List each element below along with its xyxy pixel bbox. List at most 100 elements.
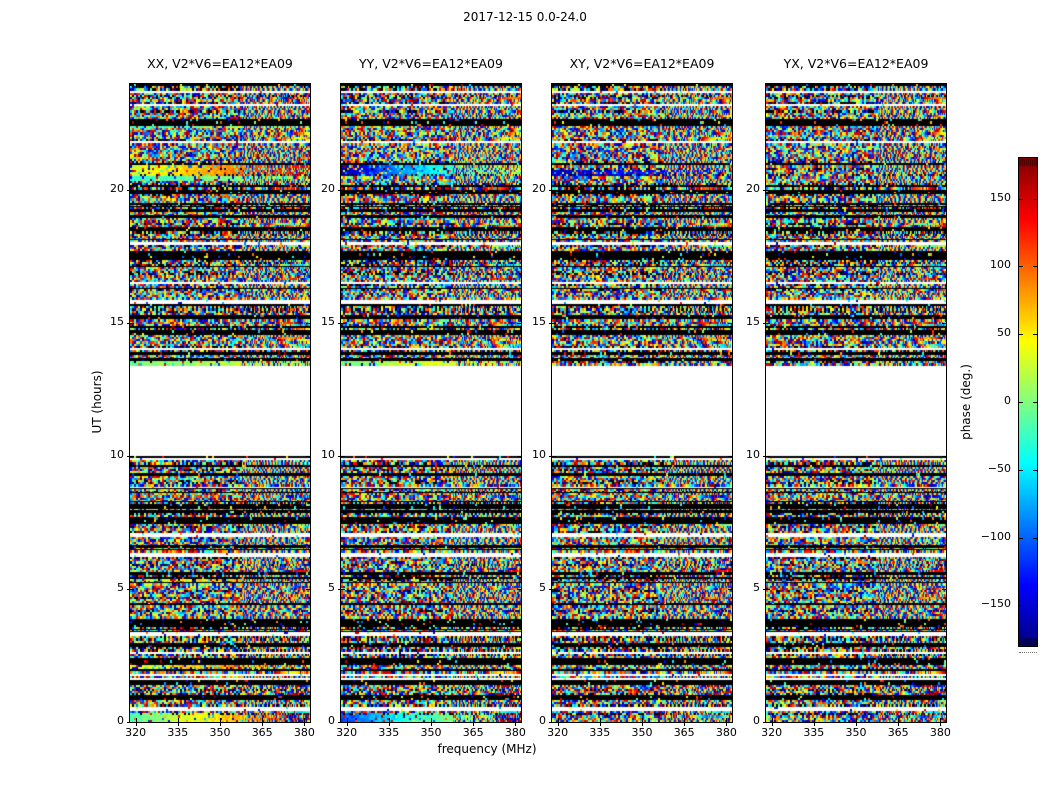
x-tick-label: 335 <box>167 726 189 739</box>
panel-title-xy: XY, V2*V6=EA12*EA09 <box>569 56 715 71</box>
x-tick-label: 350 <box>420 726 442 739</box>
x-tick-label: 335 <box>378 726 400 739</box>
y-tick-mark-right <box>517 456 521 458</box>
y-tick-mark-right <box>942 323 946 325</box>
y-tick-mark-right <box>728 456 732 458</box>
colorbar-tick-label: 0 <box>1004 394 1011 407</box>
x-tick-label: 365 <box>462 726 484 739</box>
y-tick-label: 20 <box>321 182 335 196</box>
x-tick-label: 320 <box>761 726 783 739</box>
x-tick-label: 380 <box>504 726 526 739</box>
y-tick-mark <box>127 323 134 325</box>
y-tick-mark <box>549 190 556 192</box>
x-tick-mark <box>515 718 517 726</box>
y-tick-mark <box>763 190 770 192</box>
x-tick-mark-top <box>177 84 179 88</box>
x-tick-mark-top <box>515 84 517 88</box>
x-tick-mark-top <box>684 84 686 88</box>
y-tick-label: 10 <box>746 448 760 462</box>
y-tick-mark-right <box>728 190 732 192</box>
y-tick-mark <box>549 323 556 325</box>
y-tick-label: 10 <box>110 448 124 462</box>
y-tick-label: 0 <box>117 714 124 727</box>
y-tick-label: 20 <box>110 182 124 196</box>
y-tick-label: 0 <box>753 714 760 727</box>
x-tick-mark <box>304 718 306 726</box>
colorbar-tick-mark <box>1019 334 1023 336</box>
colorbar-tick-mark <box>1019 605 1023 607</box>
x-tick-mark <box>599 718 601 726</box>
x-tick-mark <box>771 718 773 726</box>
x-tick-mark-top <box>388 84 390 88</box>
x-tick-mark <box>940 718 942 726</box>
heatmap-panel-yx <box>765 83 947 723</box>
colorbar-tick-label: 50 <box>997 326 1011 340</box>
x-tick-label: 320 <box>125 726 147 739</box>
y-tick-mark <box>549 456 556 458</box>
x-tick-mark <box>813 718 815 726</box>
x-tick-mark <box>557 718 559 726</box>
y-tick-mark-right <box>728 722 732 723</box>
colorbar-tick-mark-right <box>1033 266 1037 268</box>
x-tick-mark-top <box>346 84 348 88</box>
y-tick-mark <box>549 722 556 723</box>
panel-title-xx: XX, V2*V6=EA12*EA09 <box>147 56 293 71</box>
y-tick-mark <box>338 589 345 591</box>
x-axis-label: frequency (MHz) <box>437 742 537 756</box>
y-tick-label: 5 <box>328 581 335 595</box>
heatmap-panel-yy <box>340 83 522 723</box>
y-tick-mark-right <box>728 323 732 325</box>
heatmap-canvas-xy <box>552 84 732 722</box>
x-tick-label: 350 <box>845 726 867 739</box>
y-tick-mark <box>127 456 134 458</box>
y-tick-mark <box>763 589 770 591</box>
y-tick-mark-right <box>942 589 946 591</box>
x-tick-mark <box>473 718 475 726</box>
y-tick-mark <box>338 456 345 458</box>
y-tick-label: 10 <box>321 448 335 462</box>
y-tick-mark-right <box>517 190 521 192</box>
y-tick-label: 0 <box>539 714 546 727</box>
colorbar-tick-mark-right <box>1033 402 1037 403</box>
x-tick-mark-top <box>726 84 728 88</box>
x-tick-mark <box>726 718 728 726</box>
colorbar-tick-label: −100 <box>980 529 1011 543</box>
x-tick-label: 380 <box>929 726 951 739</box>
x-tick-mark <box>220 718 221 726</box>
colorbar-tick-mark-right <box>1033 334 1037 336</box>
y-tick-mark <box>763 722 770 723</box>
x-tick-label: 320 <box>336 726 358 739</box>
y-tick-mark-right <box>517 722 521 723</box>
x-tick-mark-top <box>431 84 432 88</box>
y-tick-mark-right <box>942 456 946 458</box>
colorbar-tick-label: 150 <box>990 190 1011 204</box>
colorbar-tick-mark <box>1019 266 1023 268</box>
colorbar-tick-mark <box>1019 469 1023 471</box>
colorbar-tick-mark-right <box>1033 537 1037 539</box>
x-tick-mark-top <box>135 84 137 88</box>
x-tick-mark-top <box>599 84 601 88</box>
y-tick-label: 5 <box>117 581 124 595</box>
y-tick-label: 15 <box>321 315 335 329</box>
colorbar-tick-mark-right <box>1033 469 1037 471</box>
colorbar-tick-label: 100 <box>990 258 1011 272</box>
x-tick-mark-top <box>262 84 264 88</box>
x-tick-label: 380 <box>293 726 315 739</box>
y-tick-mark-right <box>942 722 946 723</box>
panel-title-yx: YX, V2*V6=EA12*EA09 <box>783 56 929 71</box>
y-tick-mark-right <box>517 323 521 325</box>
x-tick-mark <box>388 718 390 726</box>
x-tick-mark <box>642 718 643 726</box>
y-tick-label: 10 <box>532 448 546 462</box>
colorbar-tick-mark <box>1019 198 1023 200</box>
colorbar-tick-mark-right <box>1033 198 1037 200</box>
x-tick-label: 365 <box>251 726 273 739</box>
y-tick-label: 20 <box>746 182 760 196</box>
x-tick-mark-top <box>220 84 221 88</box>
x-tick-mark-top <box>898 84 900 88</box>
y-tick-mark <box>549 589 556 591</box>
heatmap-canvas-xx <box>130 84 310 722</box>
y-tick-mark <box>127 589 134 591</box>
x-tick-mark <box>346 718 348 726</box>
